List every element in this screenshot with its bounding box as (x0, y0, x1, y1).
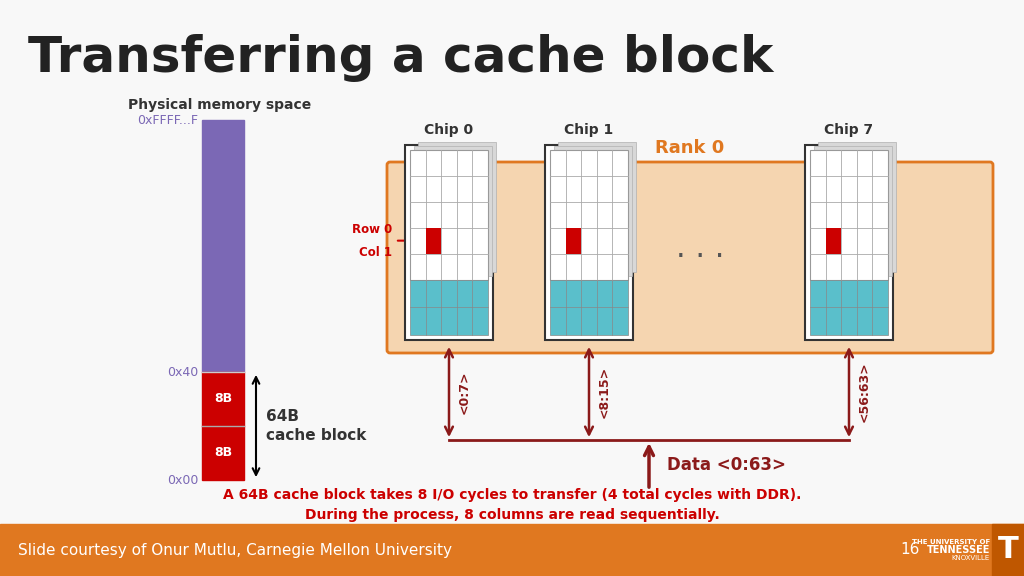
Bar (406, 145, 493, 340)
Text: Chip 1: Chip 1 (564, 123, 613, 137)
Text: 8B: 8B (214, 392, 232, 406)
Text: <56:63>: <56:63> (858, 362, 871, 422)
Text: A 64B cache block takes 8 I/O cycles to transfer (4 total cycles with DDR).: A 64B cache block takes 8 I/O cycles to … (223, 488, 801, 502)
Bar (814, 146, 892, 275)
Text: <0:7>: <0:7> (458, 370, 471, 414)
Text: Data <0:63>: Data <0:63> (667, 456, 786, 474)
Bar (202, 120, 244, 372)
Bar (410, 279, 488, 335)
Bar (810, 150, 888, 279)
Text: Rank 0: Rank 0 (655, 139, 725, 157)
Bar (565, 228, 582, 253)
Text: 8B: 8B (214, 446, 232, 460)
Bar (550, 150, 628, 279)
Bar (202, 426, 244, 480)
Text: 0x40: 0x40 (167, 366, 198, 378)
Text: KNOXVILLE: KNOXVILLE (951, 555, 990, 561)
Text: ·
·
·: · · · (220, 187, 225, 255)
Bar (426, 228, 441, 253)
Bar (0, 524, 1024, 576)
Bar (414, 146, 492, 275)
Text: 0x00: 0x00 (167, 473, 198, 487)
Text: Transferring a cache block: Transferring a cache block (28, 34, 773, 82)
Bar (805, 145, 893, 340)
Bar (202, 372, 244, 426)
Bar (818, 142, 896, 271)
Text: THE UNIVERSITY OF: THE UNIVERSITY OF (911, 539, 990, 545)
Text: Physical memory space: Physical memory space (128, 98, 311, 112)
FancyBboxPatch shape (387, 162, 993, 353)
Text: T: T (997, 536, 1019, 564)
Bar (418, 142, 496, 271)
Bar (558, 142, 636, 271)
Text: Col 1: Col 1 (359, 245, 392, 259)
Text: Chip 7: Chip 7 (824, 123, 873, 137)
Bar (992, 524, 1024, 576)
Bar (554, 146, 632, 275)
Text: 64B
cache block: 64B cache block (266, 409, 367, 443)
Bar (810, 279, 888, 335)
Bar (825, 228, 841, 253)
Text: 0xFFFF...F: 0xFFFF...F (137, 113, 198, 127)
Text: Slide courtesy of Onur Mutlu, Carnegie Mellon University: Slide courtesy of Onur Mutlu, Carnegie M… (18, 543, 452, 558)
Text: <8:15>: <8:15> (598, 366, 611, 418)
Text: Chip 0: Chip 0 (424, 123, 473, 137)
Bar (410, 150, 488, 279)
Text: During the process, 8 columns are read sequentially.: During the process, 8 columns are read s… (304, 508, 720, 522)
Text: Row 0: Row 0 (352, 223, 392, 236)
Bar (545, 145, 633, 340)
Text: 16: 16 (900, 543, 920, 558)
Text: · · ·: · · · (676, 243, 724, 272)
Bar (550, 279, 628, 335)
Text: TENNESSEE: TENNESSEE (927, 545, 990, 555)
